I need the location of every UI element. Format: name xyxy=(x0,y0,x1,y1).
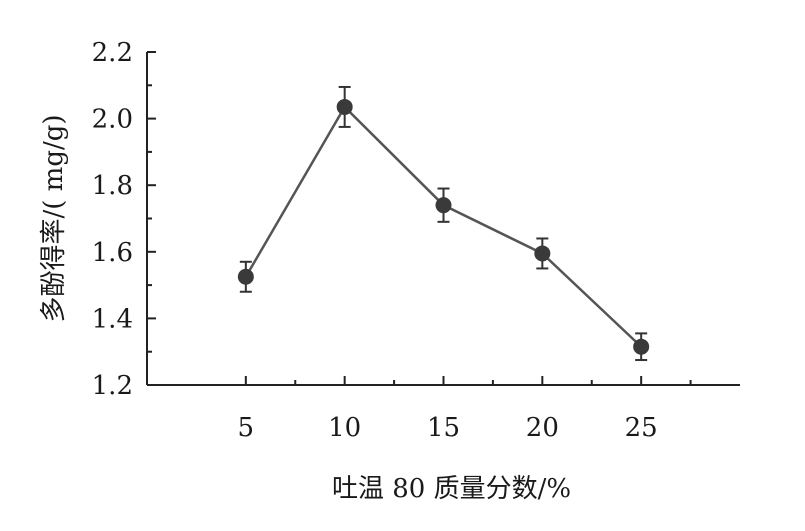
x-tick-label: 20 xyxy=(526,413,559,443)
series-line xyxy=(244,104,643,348)
x-tick-label: 10 xyxy=(328,413,361,443)
y-tick-label: 1.2 xyxy=(92,371,133,401)
x-tick-label: 5 xyxy=(238,413,255,443)
y-tick-label: 2.2 xyxy=(92,38,133,68)
y-tick-label: 1.8 xyxy=(92,171,133,201)
x-axis-title: 吐温 80 质量分数/% xyxy=(332,474,571,504)
series xyxy=(237,85,650,362)
x-tick-label: 15 xyxy=(427,413,460,443)
y-axis-title: 多酚得率/( mg/g) xyxy=(39,114,69,322)
data-point xyxy=(435,197,452,214)
data-point xyxy=(633,338,650,355)
x-tick-label: 25 xyxy=(625,413,658,443)
y-tick-label: 2.0 xyxy=(92,105,133,135)
data-point xyxy=(534,245,551,262)
y-tick-label: 1.4 xyxy=(92,304,133,334)
ticks: 1.2 1.4 1.6 1.8 2.0 2.2 5 10 15 20 25 xyxy=(92,38,692,443)
data-point xyxy=(237,268,254,285)
y-tick-label: 1.6 xyxy=(92,238,133,268)
data-point xyxy=(336,98,353,115)
